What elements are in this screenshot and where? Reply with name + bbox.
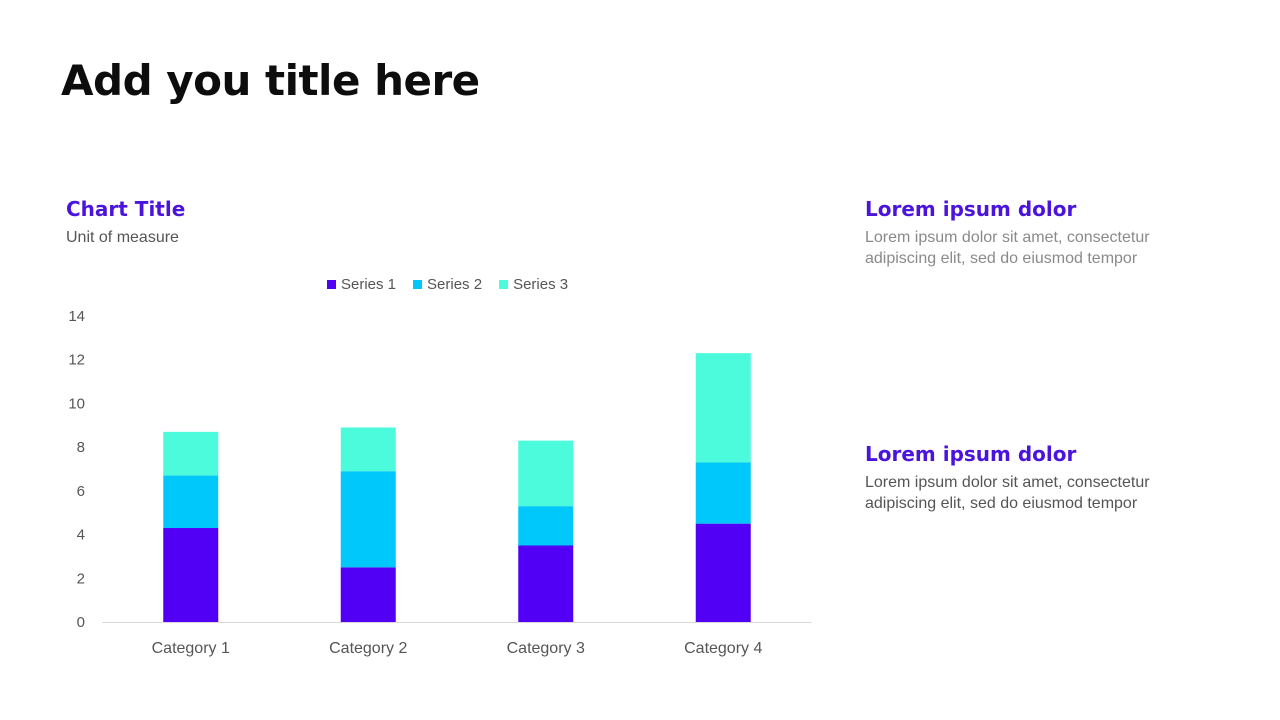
legend-swatch <box>499 280 509 289</box>
side-block-2: Lorem ipsum dolor Lorem ipsum dolor sit … <box>865 442 1255 514</box>
bar-segment-3 <box>518 440 574 507</box>
x-tick-label: Category 4 <box>684 640 762 657</box>
y-tick-label: 4 <box>77 527 85 544</box>
chart-title: Chart Title <box>66 197 186 221</box>
bar-segment-1 <box>340 567 396 622</box>
legend-swatch <box>413 280 423 289</box>
bar-segment-1 <box>695 523 751 622</box>
legend-swatch <box>327 280 336 289</box>
bar-segment-3 <box>340 427 396 472</box>
bar-segment-2 <box>163 475 219 529</box>
bar-segment-1 <box>518 545 574 622</box>
stacked-bar-chart: Series 1 Series 2 Series 3 0 2 4 6 8 10 12 14 Cat… <box>68 276 812 657</box>
side-heading: Lorem ipsum dolor <box>865 197 1077 221</box>
side-heading: Lorem ipsum dolor <box>865 442 1077 466</box>
bars <box>163 353 751 622</box>
legend-label: Series 2 <box>427 276 482 293</box>
x-tick-label: Category 1 <box>152 640 230 657</box>
y-tick-label: 14 <box>68 308 85 325</box>
y-tick-label: 6 <box>77 483 85 500</box>
bar-segment-2 <box>695 462 751 524</box>
side-text: Lorem ipsum dolor sit amet, consectetur … <box>865 229 1150 267</box>
slide-title: Add you title here <box>61 56 480 105</box>
bar-segment-3 <box>695 353 751 463</box>
x-tick-label: Category 3 <box>507 640 585 657</box>
legend-label: Series 3 <box>513 276 568 293</box>
chart-subtitle: Unit of measure <box>66 229 179 246</box>
bar-segment-2 <box>340 471 396 568</box>
y-tick-label: 12 <box>68 352 85 369</box>
y-tick-label: 0 <box>77 614 85 631</box>
y-tick-label: 10 <box>68 395 85 412</box>
x-axis: Category 1 Category 2 Category 3 Category 4 <box>152 640 763 657</box>
bar-segment-3 <box>163 431 219 476</box>
legend-label: Series 1 <box>341 276 396 293</box>
chart-legend: Series 1 Series 2 Series 3 <box>327 276 568 293</box>
side-text: Lorem ipsum dolor sit amet, consectetur … <box>865 474 1150 512</box>
bar-segment-1 <box>163 528 219 622</box>
y-tick-label: 8 <box>77 439 85 456</box>
x-tick-label: Category 2 <box>329 640 407 657</box>
bar-segment-2 <box>518 506 574 546</box>
y-tick-label: 2 <box>77 570 85 587</box>
side-block-1: Lorem ipsum dolor Lorem ipsum dolor sit … <box>865 197 1255 269</box>
y-axis: 0 2 4 6 8 10 12 14 <box>68 308 85 631</box>
